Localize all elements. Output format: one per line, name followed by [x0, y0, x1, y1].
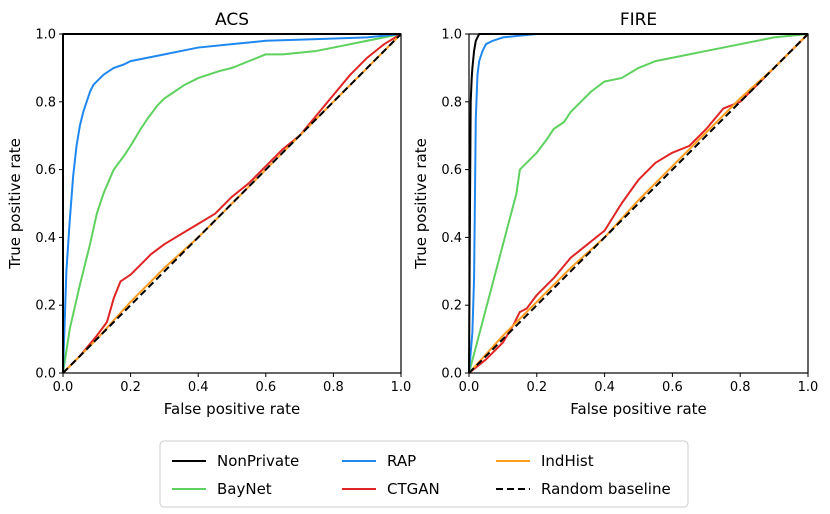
- acs-x-tick-label: 0.4: [188, 380, 209, 395]
- legend-label-rap: RAP: [387, 452, 416, 470]
- legend-label-baynet: BayNet: [217, 480, 272, 498]
- fire-x-tick-label: 0.8: [730, 380, 751, 395]
- fire-x-tick-label: 0.2: [526, 380, 547, 395]
- acs-y-tick-label: 0.6: [35, 163, 56, 178]
- fire-x-tick-label: 1.0: [798, 380, 819, 395]
- acs-panel: ACS 0.0 0.2 0.4 0.6 0.8 1.0 0.0 0.2 0.4 0.6 0.8 1.0 F…: [6, 10, 411, 418]
- fire-y-axis-label: True positive rate: [412, 138, 430, 270]
- fire-y-tick-label: 0.0: [441, 367, 462, 382]
- acs-line-rap: [62, 33, 402, 374]
- legend-label-nonprivate: NonPrivate: [217, 452, 299, 470]
- fire-series-group: [468, 33, 809, 374]
- acs-y-tick-label: 0.0: [35, 367, 56, 382]
- fire-axes-frame: [468, 33, 809, 374]
- acs-y-axis-label: True positive rate: [6, 138, 24, 270]
- acs-line-baynet: [62, 33, 402, 374]
- fire-x-tick-label: 0.6: [662, 380, 683, 395]
- fire-line-indhist: [468, 33, 809, 374]
- fire-line-random-baseline: [468, 33, 809, 374]
- acs-line-ctgan: [62, 33, 402, 374]
- legend-frame: [159, 440, 689, 508]
- fire-y-tick-label: 0.6: [441, 163, 462, 178]
- fire-y-tick-label: 0.2: [441, 299, 462, 314]
- legend: NonPrivate RAP IndHist BayNet CTGAN Random ba…: [159, 440, 689, 508]
- legend-label-indhist: IndHist: [541, 452, 594, 470]
- fire-y-tick-label: 0.8: [441, 95, 462, 110]
- acs-title: ACS: [215, 10, 249, 30]
- fire-x-axis-label: False positive rate: [570, 400, 707, 418]
- acs-y-tick-label: 0.8: [35, 95, 56, 110]
- acs-x-tick-label: 0.8: [323, 380, 344, 395]
- fire-y-tick-label: 0.4: [441, 231, 462, 246]
- fire-y-tick-label: 1.0: [441, 28, 462, 43]
- acs-series-group: [62, 33, 402, 374]
- acs-y-tick-label: 1.0: [35, 28, 56, 43]
- acs-y-tick-label: 0.4: [35, 231, 56, 246]
- acs-line-random-baseline: [62, 33, 402, 374]
- fire-line-nonprivate: [468, 33, 808, 374]
- fire-x-tick-label: 0.0: [459, 380, 480, 395]
- acs-x-tick-label: 0.6: [255, 380, 276, 395]
- fire-x-tick-label: 0.4: [594, 380, 615, 395]
- acs-axes-frame: [62, 33, 402, 374]
- acs-x-axis-label: False positive rate: [164, 400, 301, 418]
- legend-label-random-baseline: Random baseline: [541, 480, 671, 498]
- acs-x-tick-label: 1.0: [391, 380, 412, 395]
- fire-line-baynet: [468, 33, 809, 374]
- legend-label-ctgan: CTGAN: [387, 480, 440, 498]
- acs-x-tick-label: 0.2: [120, 380, 141, 395]
- fire-title: FIRE: [620, 10, 657, 30]
- fire-panel: FIRE 0.0 0.2 0.4 0.6 0.8 1.0 0.0 0.2 0.4 0.6 0.8 1.0…: [412, 10, 818, 418]
- acs-y-tick-label: 0.2: [35, 299, 56, 314]
- fire-line-rap: [468, 33, 808, 374]
- acs-x-tick-label: 0.0: [53, 380, 74, 395]
